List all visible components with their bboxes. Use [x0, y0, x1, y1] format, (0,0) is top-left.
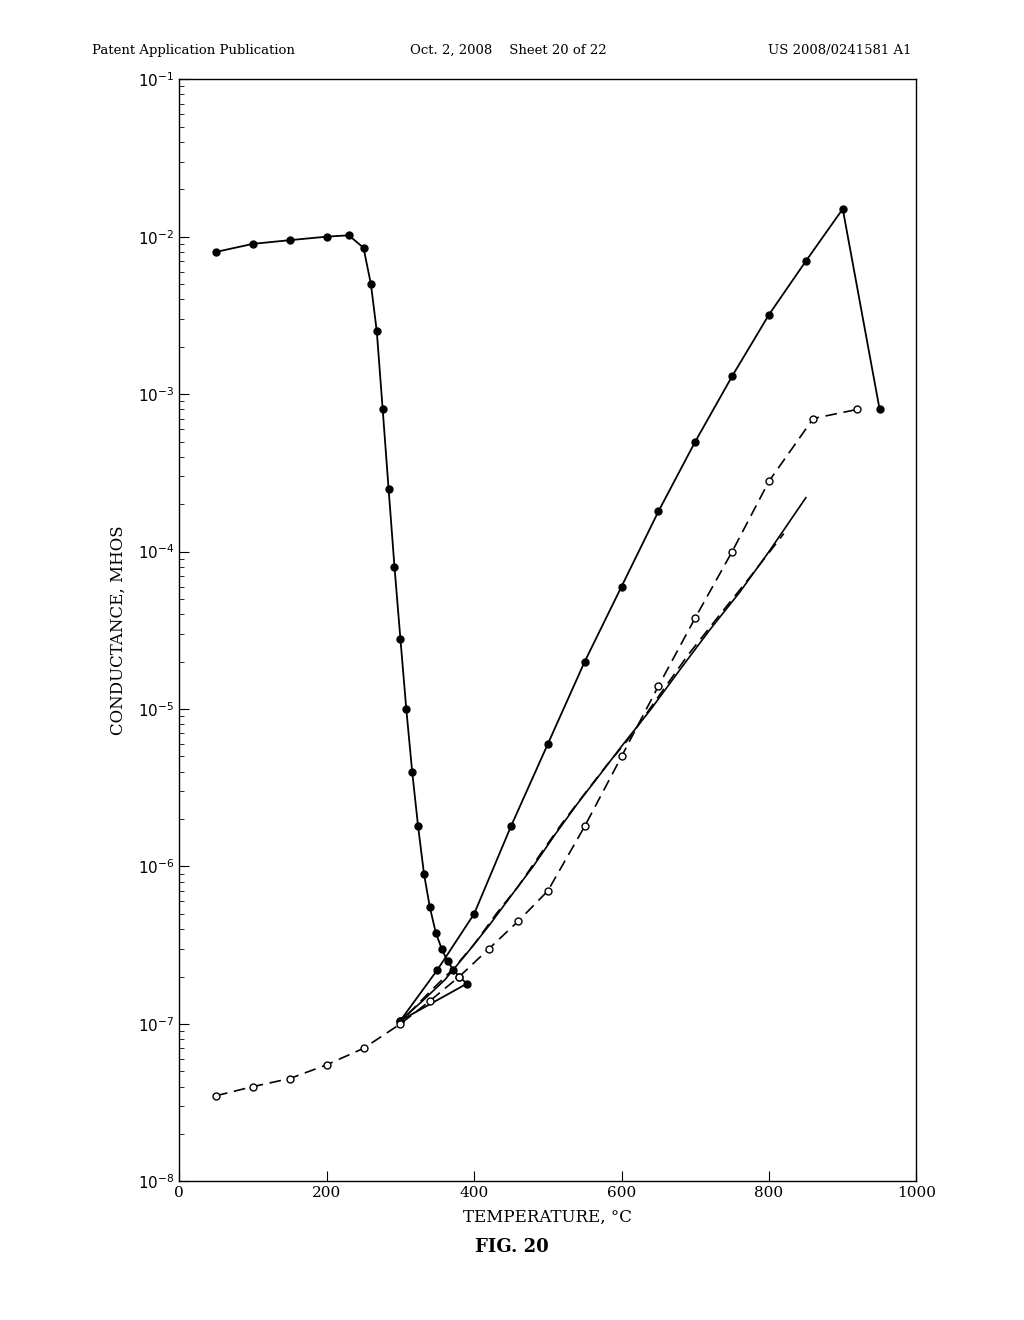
X-axis label: TEMPERATURE, °C: TEMPERATURE, °C — [464, 1209, 632, 1225]
Text: FIG. 20: FIG. 20 — [475, 1238, 549, 1257]
Text: Oct. 2, 2008    Sheet 20 of 22: Oct. 2, 2008 Sheet 20 of 22 — [410, 44, 606, 57]
Y-axis label: CONDUCTANCE, MHOS: CONDUCTANCE, MHOS — [110, 525, 127, 735]
Text: US 2008/0241581 A1: US 2008/0241581 A1 — [768, 44, 911, 57]
Text: Patent Application Publication: Patent Application Publication — [92, 44, 295, 57]
